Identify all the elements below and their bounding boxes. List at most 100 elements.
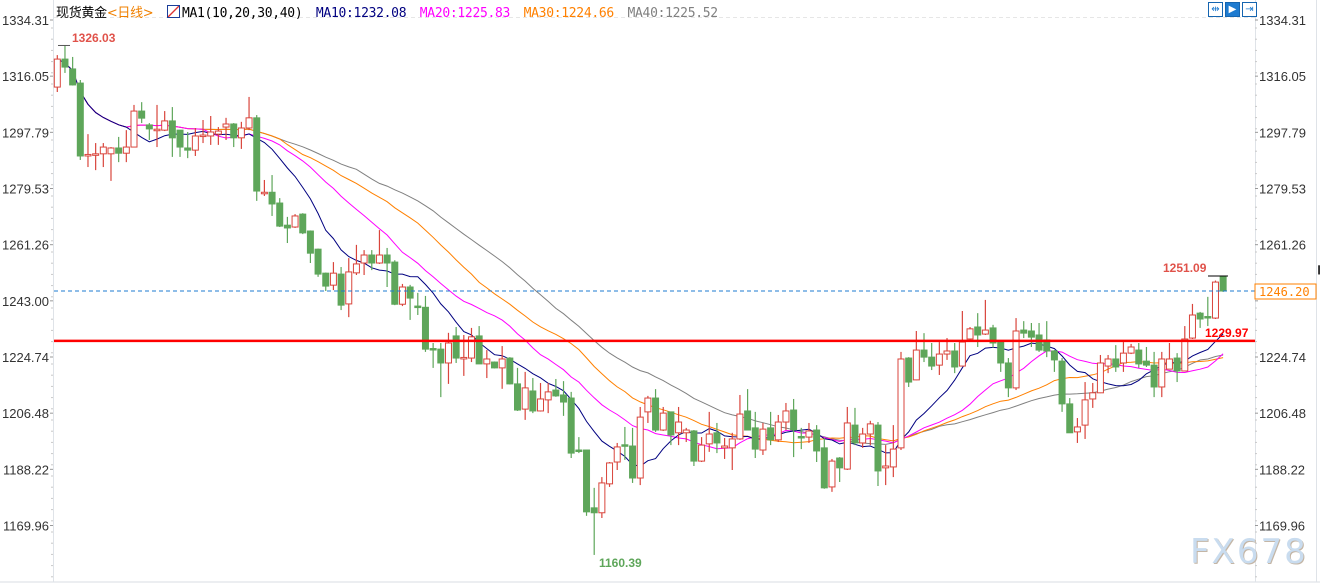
candle-up[interactable] bbox=[912, 330, 920, 381]
candle-up[interactable] bbox=[92, 143, 100, 171]
candle-down[interactable] bbox=[1150, 351, 1158, 398]
candle-down[interactable] bbox=[997, 341, 1005, 372]
candle-down[interactable] bbox=[928, 342, 936, 371]
candle-up[interactable] bbox=[1119, 342, 1127, 372]
candle-up[interactable] bbox=[613, 442, 621, 471]
candle-up[interactable] bbox=[130, 104, 138, 148]
candle-down[interactable] bbox=[751, 411, 759, 459]
candle-up[interactable] bbox=[1096, 354, 1104, 394]
candle-down[interactable] bbox=[337, 267, 345, 311]
candle-down[interactable] bbox=[76, 80, 84, 160]
candle-up[interactable] bbox=[736, 394, 744, 440]
candle-down[interactable] bbox=[874, 422, 882, 487]
candle-down[interactable] bbox=[575, 437, 583, 454]
candle-down[interactable] bbox=[61, 45, 69, 73]
candle-up[interactable] bbox=[682, 427, 690, 443]
candle-up[interactable] bbox=[1081, 382, 1089, 439]
candle-up[interactable] bbox=[859, 427, 867, 448]
candle-down[interactable] bbox=[767, 411, 775, 446]
candle-up[interactable] bbox=[882, 445, 890, 486]
candle-down[interactable] bbox=[1173, 353, 1181, 383]
candle-down[interactable] bbox=[851, 407, 859, 446]
candle-down[interactable] bbox=[1196, 311, 1204, 328]
candle-up[interactable] bbox=[161, 111, 169, 132]
candle-down[interactable] bbox=[1058, 358, 1066, 412]
candle-up[interactable] bbox=[99, 143, 107, 168]
candle-down[interactable] bbox=[652, 389, 660, 432]
candle-up[interactable] bbox=[705, 411, 713, 452]
candle-up[interactable] bbox=[721, 438, 729, 459]
candle-down[interactable] bbox=[690, 430, 698, 467]
candle-up[interactable] bbox=[291, 214, 299, 228]
candle-up[interactable] bbox=[207, 115, 215, 145]
candle-down[interactable] bbox=[230, 123, 238, 148]
scroll-right-icon[interactable]: ⇥ bbox=[1242, 2, 1257, 17]
fit-range-icon[interactable]: ⇹ bbox=[1208, 2, 1223, 17]
candle-up[interactable] bbox=[966, 326, 974, 340]
chart-indicator-icon[interactable] bbox=[166, 5, 180, 18]
candle-up[interactable] bbox=[498, 346, 506, 389]
candle-down[interactable] bbox=[951, 342, 959, 374]
candle-down[interactable] bbox=[176, 129, 184, 157]
candle-up[interactable] bbox=[1181, 326, 1189, 372]
indicator-name[interactable]: MA1(10,20,30,40) bbox=[181, 6, 303, 21]
candle-down[interactable] bbox=[621, 426, 629, 460]
candle-up[interactable] bbox=[1089, 382, 1097, 408]
candle-down[interactable] bbox=[391, 260, 399, 306]
candle-down[interactable] bbox=[1219, 275, 1227, 292]
candle-down[interactable] bbox=[299, 213, 307, 235]
candle-down[interactable] bbox=[475, 326, 483, 365]
candle-up[interactable] bbox=[191, 127, 199, 156]
candle-up[interactable] bbox=[1127, 343, 1135, 355]
candle-up[interactable] bbox=[222, 117, 230, 140]
candle-up[interactable] bbox=[329, 262, 337, 291]
candle-down[interactable] bbox=[1027, 322, 1035, 347]
candle-down[interactable] bbox=[184, 131, 192, 159]
candle-up[interactable] bbox=[1158, 351, 1166, 398]
candle-down[interactable] bbox=[168, 107, 176, 157]
candle-up[interactable] bbox=[398, 283, 406, 307]
candle-down[interactable] bbox=[1050, 350, 1058, 372]
candle-up[interactable] bbox=[843, 406, 851, 471]
candle-down[interactable] bbox=[797, 427, 805, 450]
candle-down[interactable] bbox=[1204, 296, 1212, 327]
candle-down[interactable] bbox=[421, 295, 429, 352]
candle-up[interactable] bbox=[237, 121, 245, 149]
candle-down[interactable] bbox=[989, 324, 997, 348]
candle-down[interactable] bbox=[452, 326, 460, 363]
candle-up[interactable] bbox=[345, 258, 353, 318]
candle-up[interactable] bbox=[107, 147, 115, 181]
candle-down[interactable] bbox=[314, 248, 322, 277]
candle-down[interactable] bbox=[790, 398, 798, 458]
candle-up[interactable] bbox=[1012, 318, 1020, 391]
candle-down[interactable] bbox=[744, 389, 752, 431]
candle-up[interactable] bbox=[84, 134, 92, 168]
cursor-mode-icon[interactable]: ▶ bbox=[1225, 2, 1240, 17]
candle-down[interactable] bbox=[1020, 321, 1028, 339]
candle-down[interactable] bbox=[306, 230, 314, 264]
candle-up[interactable] bbox=[1104, 354, 1112, 374]
candle-down[interactable] bbox=[1066, 398, 1074, 434]
candle-up[interactable] bbox=[53, 55, 61, 93]
candle-down[interactable] bbox=[414, 292, 422, 315]
candle-up[interactable] bbox=[981, 299, 989, 335]
candle-down[interactable] bbox=[406, 284, 414, 320]
candle-down[interactable] bbox=[383, 247, 391, 288]
candle-up[interactable] bbox=[958, 310, 966, 367]
candle-up[interactable] bbox=[897, 351, 905, 451]
candle-up[interactable] bbox=[659, 406, 667, 431]
candle-up[interactable] bbox=[606, 462, 614, 487]
candle-up[interactable] bbox=[260, 179, 268, 196]
candle-up[interactable] bbox=[698, 437, 706, 463]
candle-up[interactable] bbox=[774, 414, 782, 443]
candle-up[interactable] bbox=[245, 96, 253, 131]
candle-up[interactable] bbox=[375, 230, 383, 264]
candle-down[interactable] bbox=[560, 381, 568, 416]
candle-down[interactable] bbox=[506, 357, 514, 385]
candle-up[interactable] bbox=[352, 244, 360, 276]
candle-up[interactable] bbox=[199, 119, 207, 144]
candle-up[interactable] bbox=[1188, 303, 1196, 339]
candle-down[interactable] bbox=[268, 175, 276, 216]
candle-down[interactable] bbox=[713, 422, 721, 454]
